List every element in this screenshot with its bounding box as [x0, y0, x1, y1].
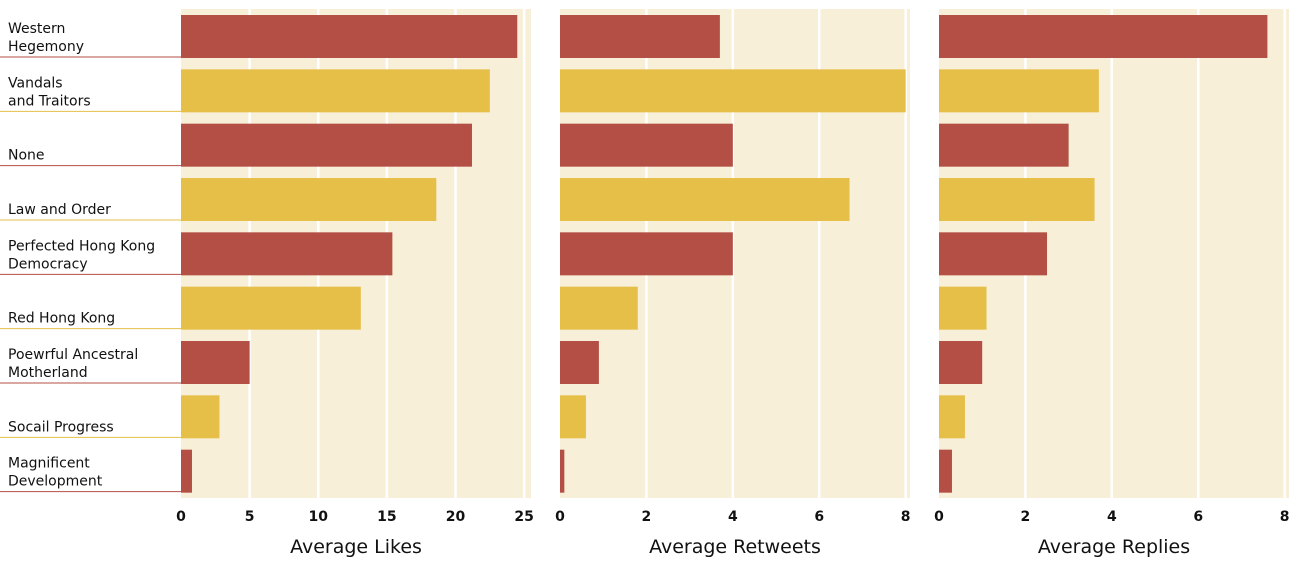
- category-label-text: None: [8, 148, 45, 164]
- category-label-text: and Traitors: [8, 93, 91, 109]
- tick-label: 15: [377, 509, 396, 525]
- bar: [181, 395, 220, 439]
- tick-label: 0: [555, 509, 565, 525]
- panel-1: 0 5 10 15 20 25 Average Likes: [176, 9, 534, 558]
- bar: [181, 123, 472, 167]
- category-label: Socail Progress: [0, 419, 181, 438]
- bar: [939, 123, 1069, 167]
- category-label-text: Hegemony: [8, 39, 84, 55]
- tick-label: 10: [309, 509, 329, 525]
- bar: [560, 286, 638, 330]
- bar: [560, 123, 733, 167]
- bar: [181, 15, 518, 58]
- category-label-text: Vandals: [8, 75, 63, 91]
- bar: [181, 178, 437, 221]
- bar: [560, 178, 850, 221]
- category-label-text: Magnificent: [8, 456, 90, 472]
- bar: [939, 69, 1099, 113]
- axis-title: Average Likes: [290, 536, 422, 558]
- category-label: None: [0, 148, 181, 167]
- bar: [560, 15, 720, 58]
- tick-label: 6: [814, 509, 824, 525]
- category-label: Poewrful Ancestral Motherland: [0, 347, 181, 384]
- tick-label: 20: [446, 509, 466, 525]
- bar: [560, 232, 733, 276]
- category-label: Perfected Hong Kong Democracy: [0, 238, 181, 275]
- bar: [939, 15, 1268, 58]
- bar: [939, 178, 1095, 221]
- bar: [181, 232, 393, 276]
- bar: [560, 395, 586, 439]
- category-label: Western Hegemony: [0, 21, 181, 58]
- tick-label: 2: [642, 509, 652, 525]
- category-label: Law and Order: [0, 202, 181, 221]
- category-labels: Western Hegemony Vandals and Traitors None La…: [0, 21, 181, 493]
- tick-label: 4: [728, 509, 738, 525]
- category-label-text: Democracy: [8, 256, 88, 272]
- bar: [181, 69, 490, 113]
- category-label-text: Development: [8, 474, 103, 490]
- category-label-text: Law and Order: [8, 202, 111, 218]
- category-label-text: Perfected Hong Kong: [8, 238, 155, 254]
- bar: [181, 449, 192, 493]
- category-label-text: Socail Progress: [8, 419, 114, 435]
- tick-label: 8: [1280, 509, 1290, 525]
- category-label: Red Hong Kong: [0, 311, 181, 330]
- bar: [560, 69, 906, 113]
- category-label-text: Western: [8, 21, 65, 37]
- bar: [181, 341, 250, 384]
- category-label-text: Motherland: [8, 365, 88, 381]
- tick-label: 25: [514, 509, 533, 525]
- bar: [939, 286, 987, 330]
- tick-label: 4: [1107, 509, 1117, 525]
- tick-label: 8: [901, 509, 911, 525]
- axis-title: Average Retweets: [649, 536, 821, 558]
- axis-title: Average Replies: [1038, 536, 1190, 558]
- category-label-text: Poewrful Ancestral: [8, 347, 138, 363]
- tick-label: 6: [1193, 509, 1203, 525]
- bar: [939, 232, 1048, 276]
- panel-3: 0 2 4 6 8 Average Replies: [934, 9, 1290, 558]
- tick-label: 0: [176, 509, 186, 525]
- bar: [560, 341, 599, 384]
- bar: [181, 286, 361, 330]
- category-label-text: Red Hong Kong: [8, 311, 115, 327]
- tick-label: 0: [934, 509, 944, 525]
- tick-label: 5: [245, 509, 255, 525]
- tick-label: 2: [1021, 509, 1031, 525]
- category-label: Vandals and Traitors: [0, 75, 181, 112]
- bar: [939, 341, 983, 384]
- bar: [560, 449, 565, 493]
- bar: [939, 395, 965, 439]
- bar: [939, 449, 952, 493]
- category-label: Magnificent Development: [0, 456, 181, 493]
- panel-2: 0 2 4 6 8 Average Retweets: [555, 9, 911, 558]
